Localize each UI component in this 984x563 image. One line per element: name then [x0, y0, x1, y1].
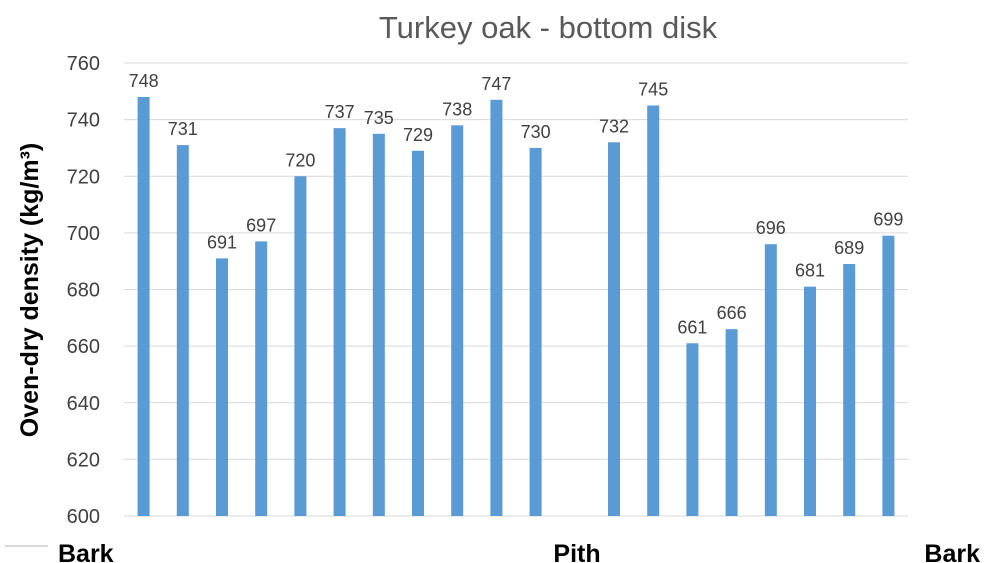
bar — [333, 128, 346, 516]
data-label: 745 — [638, 79, 668, 99]
bar — [529, 147, 542, 516]
chart-title: Turkey oak - bottom disk — [379, 10, 718, 45]
bar — [372, 133, 385, 516]
y-tick-label: 700 — [67, 223, 100, 245]
x-annotation-bark-left: Bark — [58, 540, 114, 563]
y-tick-label: 600 — [67, 506, 100, 528]
y-tick-label: 620 — [67, 449, 100, 471]
data-label: 735 — [364, 108, 394, 128]
y-tick-label: 660 — [67, 336, 100, 358]
data-label: 731 — [168, 119, 198, 139]
data-label: 730 — [521, 122, 551, 142]
x-annotation-pith: Pith — [553, 540, 600, 563]
data-label: 661 — [677, 317, 707, 337]
bar — [764, 244, 777, 516]
bar — [176, 145, 189, 516]
bar — [294, 176, 307, 516]
gridlines — [124, 62, 908, 517]
data-label: 691 — [207, 232, 237, 252]
data-label: 696 — [756, 218, 786, 238]
bar — [255, 241, 268, 516]
data-label: 699 — [873, 210, 903, 230]
y-tick-labels: 600 620 640 660 680 700 720 740 760 — [67, 53, 100, 528]
bar — [137, 96, 150, 516]
data-label: 738 — [442, 99, 472, 119]
data-label: 689 — [834, 238, 864, 258]
bar — [647, 105, 660, 516]
bar — [804, 286, 816, 516]
data-labels: 748 731 691 697 720 737 735 729 738 747 730 732 745 6… — [129, 71, 904, 337]
data-label: 666 — [717, 303, 747, 323]
bar — [490, 99, 503, 517]
y-tick-label: 720 — [67, 166, 100, 188]
y-tick-label: 740 — [67, 110, 100, 132]
y-tick-label: 640 — [67, 393, 100, 415]
y-tick-label: 680 — [67, 280, 100, 302]
data-label: 681 — [795, 261, 825, 281]
data-label: 729 — [403, 125, 433, 145]
bar — [843, 264, 856, 516]
bar — [451, 125, 464, 516]
bar — [686, 343, 699, 516]
data-label: 747 — [481, 74, 511, 94]
bar — [216, 258, 228, 516]
x-annotation-bark-right: Bark — [924, 540, 980, 563]
bar — [412, 150, 424, 517]
y-tick-label: 760 — [67, 53, 100, 75]
data-label: 748 — [129, 71, 159, 91]
data-label: 697 — [246, 215, 276, 235]
bars — [137, 96, 895, 517]
bar — [725, 329, 738, 516]
data-label: 720 — [285, 150, 315, 170]
y-axis-label: Oven-dry density (kg/m³) — [16, 143, 44, 438]
data-label: 732 — [599, 116, 629, 136]
data-label: 737 — [325, 102, 355, 122]
bar — [608, 142, 620, 516]
bar — [882, 235, 895, 517]
